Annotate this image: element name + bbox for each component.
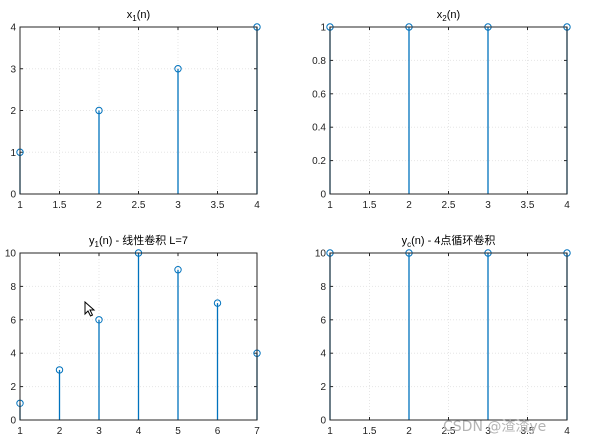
csdn-watermark: CSDN @渣渣ye xyxy=(443,419,547,435)
x-tick-label: 7 xyxy=(254,426,260,437)
x-tick-label: 1.5 xyxy=(53,200,67,211)
x-tick-label: 3.5 xyxy=(211,200,225,211)
x-tick-label: 3 xyxy=(485,426,491,437)
axes-box xyxy=(19,252,258,421)
stem-marker xyxy=(174,65,182,73)
x-tick-label: 1 xyxy=(17,200,23,211)
x-tick-label: 1.5 xyxy=(363,426,377,437)
y-tick-label: 8 xyxy=(320,282,326,293)
x-tick-label: 1 xyxy=(17,426,23,437)
x-tick-label: 4 xyxy=(564,200,570,211)
x-tick-label: 4 xyxy=(136,426,142,437)
y-tick-label: 4 xyxy=(10,23,16,34)
y-tick-label: 3 xyxy=(10,64,16,75)
y-tick-label: 0 xyxy=(10,190,16,201)
x-tick-label: 2 xyxy=(406,426,412,437)
x-tick-label: 3 xyxy=(96,426,102,437)
subplot-title: x2(n) xyxy=(437,9,460,23)
y-tick-label: 1 xyxy=(10,148,16,159)
stem-marker xyxy=(213,299,222,307)
y-tick-label: 0.4 xyxy=(312,123,326,134)
x-tick-label: 3 xyxy=(485,200,491,211)
axes-box xyxy=(329,26,568,195)
y-tick-label: 1 xyxy=(320,23,326,34)
x-tick-label: 3.5 xyxy=(521,426,535,437)
y-tick-label: 0 xyxy=(320,190,326,201)
subplot-title: y1(n) - 线性卷积 L=7 xyxy=(89,233,188,249)
subplot-title: yc(n) - 4点循环卷积 xyxy=(402,233,496,249)
x-tick-label: 5 xyxy=(175,426,181,437)
x-tick-label: 3 xyxy=(175,200,181,211)
x-tick-label: 4 xyxy=(564,426,570,437)
y-tick-label: 0 xyxy=(10,416,16,427)
x-tick-label: 2.5 xyxy=(442,200,456,211)
y-tick-label: 0.8 xyxy=(312,56,326,67)
y-tick-label: 6 xyxy=(10,315,16,326)
axes-box xyxy=(19,26,258,195)
y-tick-label: 10 xyxy=(315,249,327,260)
y-tick-label: 0 xyxy=(320,416,326,427)
subplot-2: 1 1.5 2 2.5 3 3.5 4 0 0.2 0.4 0.6 0.8 1 x2(n) xyxy=(312,9,571,211)
stem-marker xyxy=(174,266,182,274)
y-tick-label: 10 xyxy=(5,249,17,260)
y-tick-label: 2 xyxy=(320,382,326,393)
stem-marker xyxy=(55,366,64,374)
x-tick-label: 2 xyxy=(96,200,102,211)
x-tick-label: 3.5 xyxy=(521,200,535,211)
x-tick-label: 4 xyxy=(254,200,260,211)
x-tick-label: 2.5 xyxy=(442,426,456,437)
x-tick-label: 1 xyxy=(327,200,333,211)
x-tick-label: 2 xyxy=(406,200,412,211)
subplot-title: x1(n) xyxy=(127,9,150,23)
y-tick-label: 4 xyxy=(10,349,16,360)
y-tick-label: 6 xyxy=(320,315,326,326)
x-tick-label: 6 xyxy=(215,426,221,437)
mouse-cursor-icon xyxy=(84,301,96,317)
subplot-3: 1 2 3 4 5 6 7 0 2 4 6 8 10 y1(n) - 线性卷积 L=7 xyxy=(5,233,261,437)
y-tick-label: 8 xyxy=(10,282,16,293)
y-tick-label: 0.2 xyxy=(312,156,326,167)
x-tick-label: 1.5 xyxy=(363,200,377,211)
y-tick-label: 0.6 xyxy=(312,89,326,100)
stem-marker xyxy=(95,316,103,324)
x-tick-label: 1 xyxy=(327,426,333,437)
x-tick-label: 2 xyxy=(57,426,63,437)
x-tick-label: 2.5 xyxy=(132,200,146,211)
y-tick-label: 4 xyxy=(320,349,326,360)
subplot-4: 1 1.5 2 2.5 3 3.5 4 0 2 4 6 8 10 yc(n) - 4点循环卷积 xyxy=(315,233,571,437)
stem-marker xyxy=(95,106,103,115)
y-tick-label: 2 xyxy=(10,382,16,393)
y-tick-label: 2 xyxy=(10,106,16,117)
axes-box xyxy=(329,252,568,421)
